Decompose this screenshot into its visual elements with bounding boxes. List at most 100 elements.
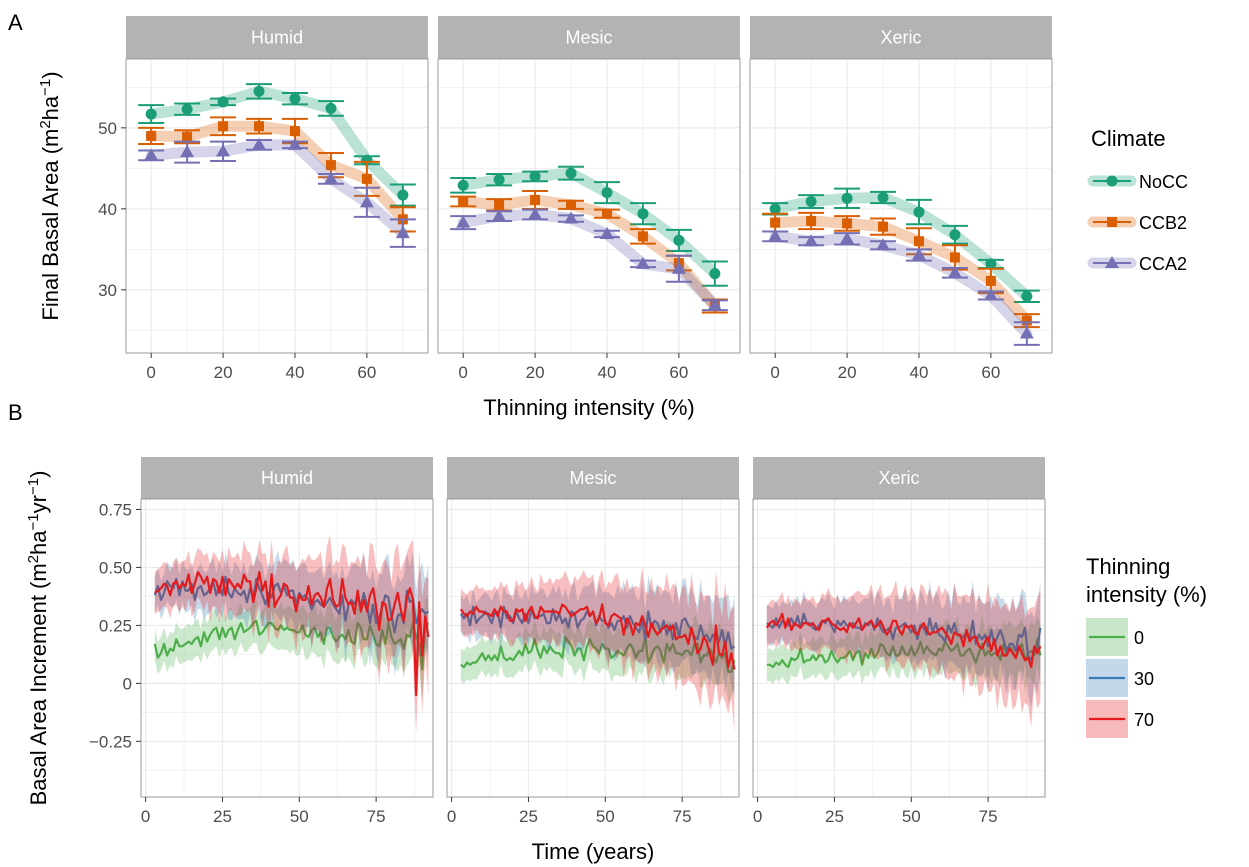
strip-label: Xeric xyxy=(880,28,921,48)
data-point xyxy=(805,196,817,208)
x-tick-label: 20 xyxy=(526,363,545,382)
y-tick-label: 50 xyxy=(98,119,117,138)
strip-mesic xyxy=(447,457,739,499)
x-tick-label: 0 xyxy=(458,363,467,382)
data-point xyxy=(985,275,996,286)
series-cca2 xyxy=(450,207,728,312)
y-axis-title: Final Basal Area (m2ha−1) xyxy=(37,71,64,320)
legend-thinning-intensity: Thinning intensity (%) 0 30 70 xyxy=(1086,554,1207,738)
series-cca2 xyxy=(762,229,1040,346)
legend-label: 0 xyxy=(1134,628,1144,648)
y-tick-label: 0.50 xyxy=(99,558,132,577)
y-tick-label: 0.25 xyxy=(99,616,132,635)
data-point xyxy=(359,195,374,208)
data-point xyxy=(1019,326,1034,339)
series-band xyxy=(145,85,409,201)
data-point xyxy=(876,238,891,251)
x-axis-title: Time (years) xyxy=(532,839,655,864)
data-point xyxy=(1021,290,1033,302)
strip-label: Humid xyxy=(251,28,303,48)
data-point xyxy=(841,192,853,204)
series-ccb2 xyxy=(450,190,728,314)
data-point xyxy=(218,121,229,132)
data-point xyxy=(1021,315,1032,326)
data-point xyxy=(637,208,649,220)
data-point xyxy=(768,229,783,242)
data-point xyxy=(566,199,577,210)
panel-border xyxy=(437,58,741,354)
data-point xyxy=(673,234,685,246)
data-point xyxy=(599,226,614,239)
data-point xyxy=(395,226,410,239)
data-point xyxy=(289,126,300,137)
legend-item-nocc: NoCC xyxy=(1087,172,1188,192)
data-point xyxy=(146,130,157,141)
facet-mesic: Mesic 0 25 50 75 xyxy=(446,457,740,826)
data-point xyxy=(252,137,267,150)
series-0 xyxy=(153,594,430,701)
chart-final-basal-area: Humid 0 20 40 60 30 40 50 Mesic 0 20 40 60 Xeric 0 20 40… xyxy=(37,16,1053,420)
data-point xyxy=(671,261,686,274)
x-tick-label: 0 xyxy=(141,807,150,826)
data-point xyxy=(216,144,231,157)
legend-item-ccb2: CCB2 xyxy=(1087,213,1187,233)
data-point xyxy=(254,121,265,132)
series-band xyxy=(457,194,721,312)
legend-item-30: 30 xyxy=(1086,659,1154,697)
panel-bg xyxy=(750,59,1052,353)
series-line xyxy=(154,571,430,697)
data-point xyxy=(565,167,577,179)
data-point xyxy=(985,258,997,270)
data-point xyxy=(877,191,889,203)
x-tick-label: 60 xyxy=(981,363,1000,382)
series-70 xyxy=(154,534,430,736)
y-tick-label: 0 xyxy=(123,674,132,693)
data-point xyxy=(182,131,193,142)
confidence-ribbon xyxy=(766,580,1041,727)
data-point xyxy=(361,173,372,184)
data-point xyxy=(325,160,336,171)
data-point xyxy=(601,208,612,219)
data-point xyxy=(323,171,338,184)
series-nocc xyxy=(450,165,728,287)
x-tick-label: 25 xyxy=(213,807,232,826)
x-axis-title: Thinning intensity (%) xyxy=(483,395,695,420)
series-line xyxy=(459,603,736,670)
panel-border xyxy=(446,498,740,798)
legend-key-point xyxy=(1105,256,1119,268)
x-tick-label: 0 xyxy=(770,363,779,382)
series-line xyxy=(766,638,1042,669)
strip-xeric xyxy=(753,457,1045,499)
data-point xyxy=(949,229,961,241)
legend-label: NoCC xyxy=(1139,172,1188,192)
data-point xyxy=(840,231,855,244)
data-point xyxy=(361,154,373,166)
legend-item-70: 70 xyxy=(1086,700,1154,738)
facet-humid: Humid 0 20 40 60 30 40 50 xyxy=(98,16,429,382)
data-point xyxy=(457,179,469,191)
series-70 xyxy=(765,580,1042,727)
legend-key-point xyxy=(1107,217,1117,227)
data-point xyxy=(145,108,157,120)
data-point xyxy=(770,217,781,228)
panel-letter-a: A xyxy=(8,10,23,35)
data-point xyxy=(397,189,409,201)
data-point xyxy=(806,215,817,226)
panel-border xyxy=(125,58,429,354)
strip-label: Humid xyxy=(261,468,313,488)
x-tick-label: 50 xyxy=(596,807,615,826)
data-point xyxy=(635,256,650,269)
legend-label: 70 xyxy=(1134,710,1154,730)
y-axis-title: Basal Area Increment (m2ha−1yr−1) xyxy=(25,471,52,806)
panel-border xyxy=(140,498,434,798)
y-tick-label: 0.75 xyxy=(99,500,132,519)
panel-bg xyxy=(126,59,428,353)
y-tick-label: 40 xyxy=(98,200,117,219)
data-point xyxy=(913,206,925,218)
data-point xyxy=(289,93,301,105)
data-point xyxy=(456,215,471,228)
panel-bg xyxy=(141,499,433,797)
series-band xyxy=(145,139,409,239)
data-point xyxy=(217,96,229,108)
